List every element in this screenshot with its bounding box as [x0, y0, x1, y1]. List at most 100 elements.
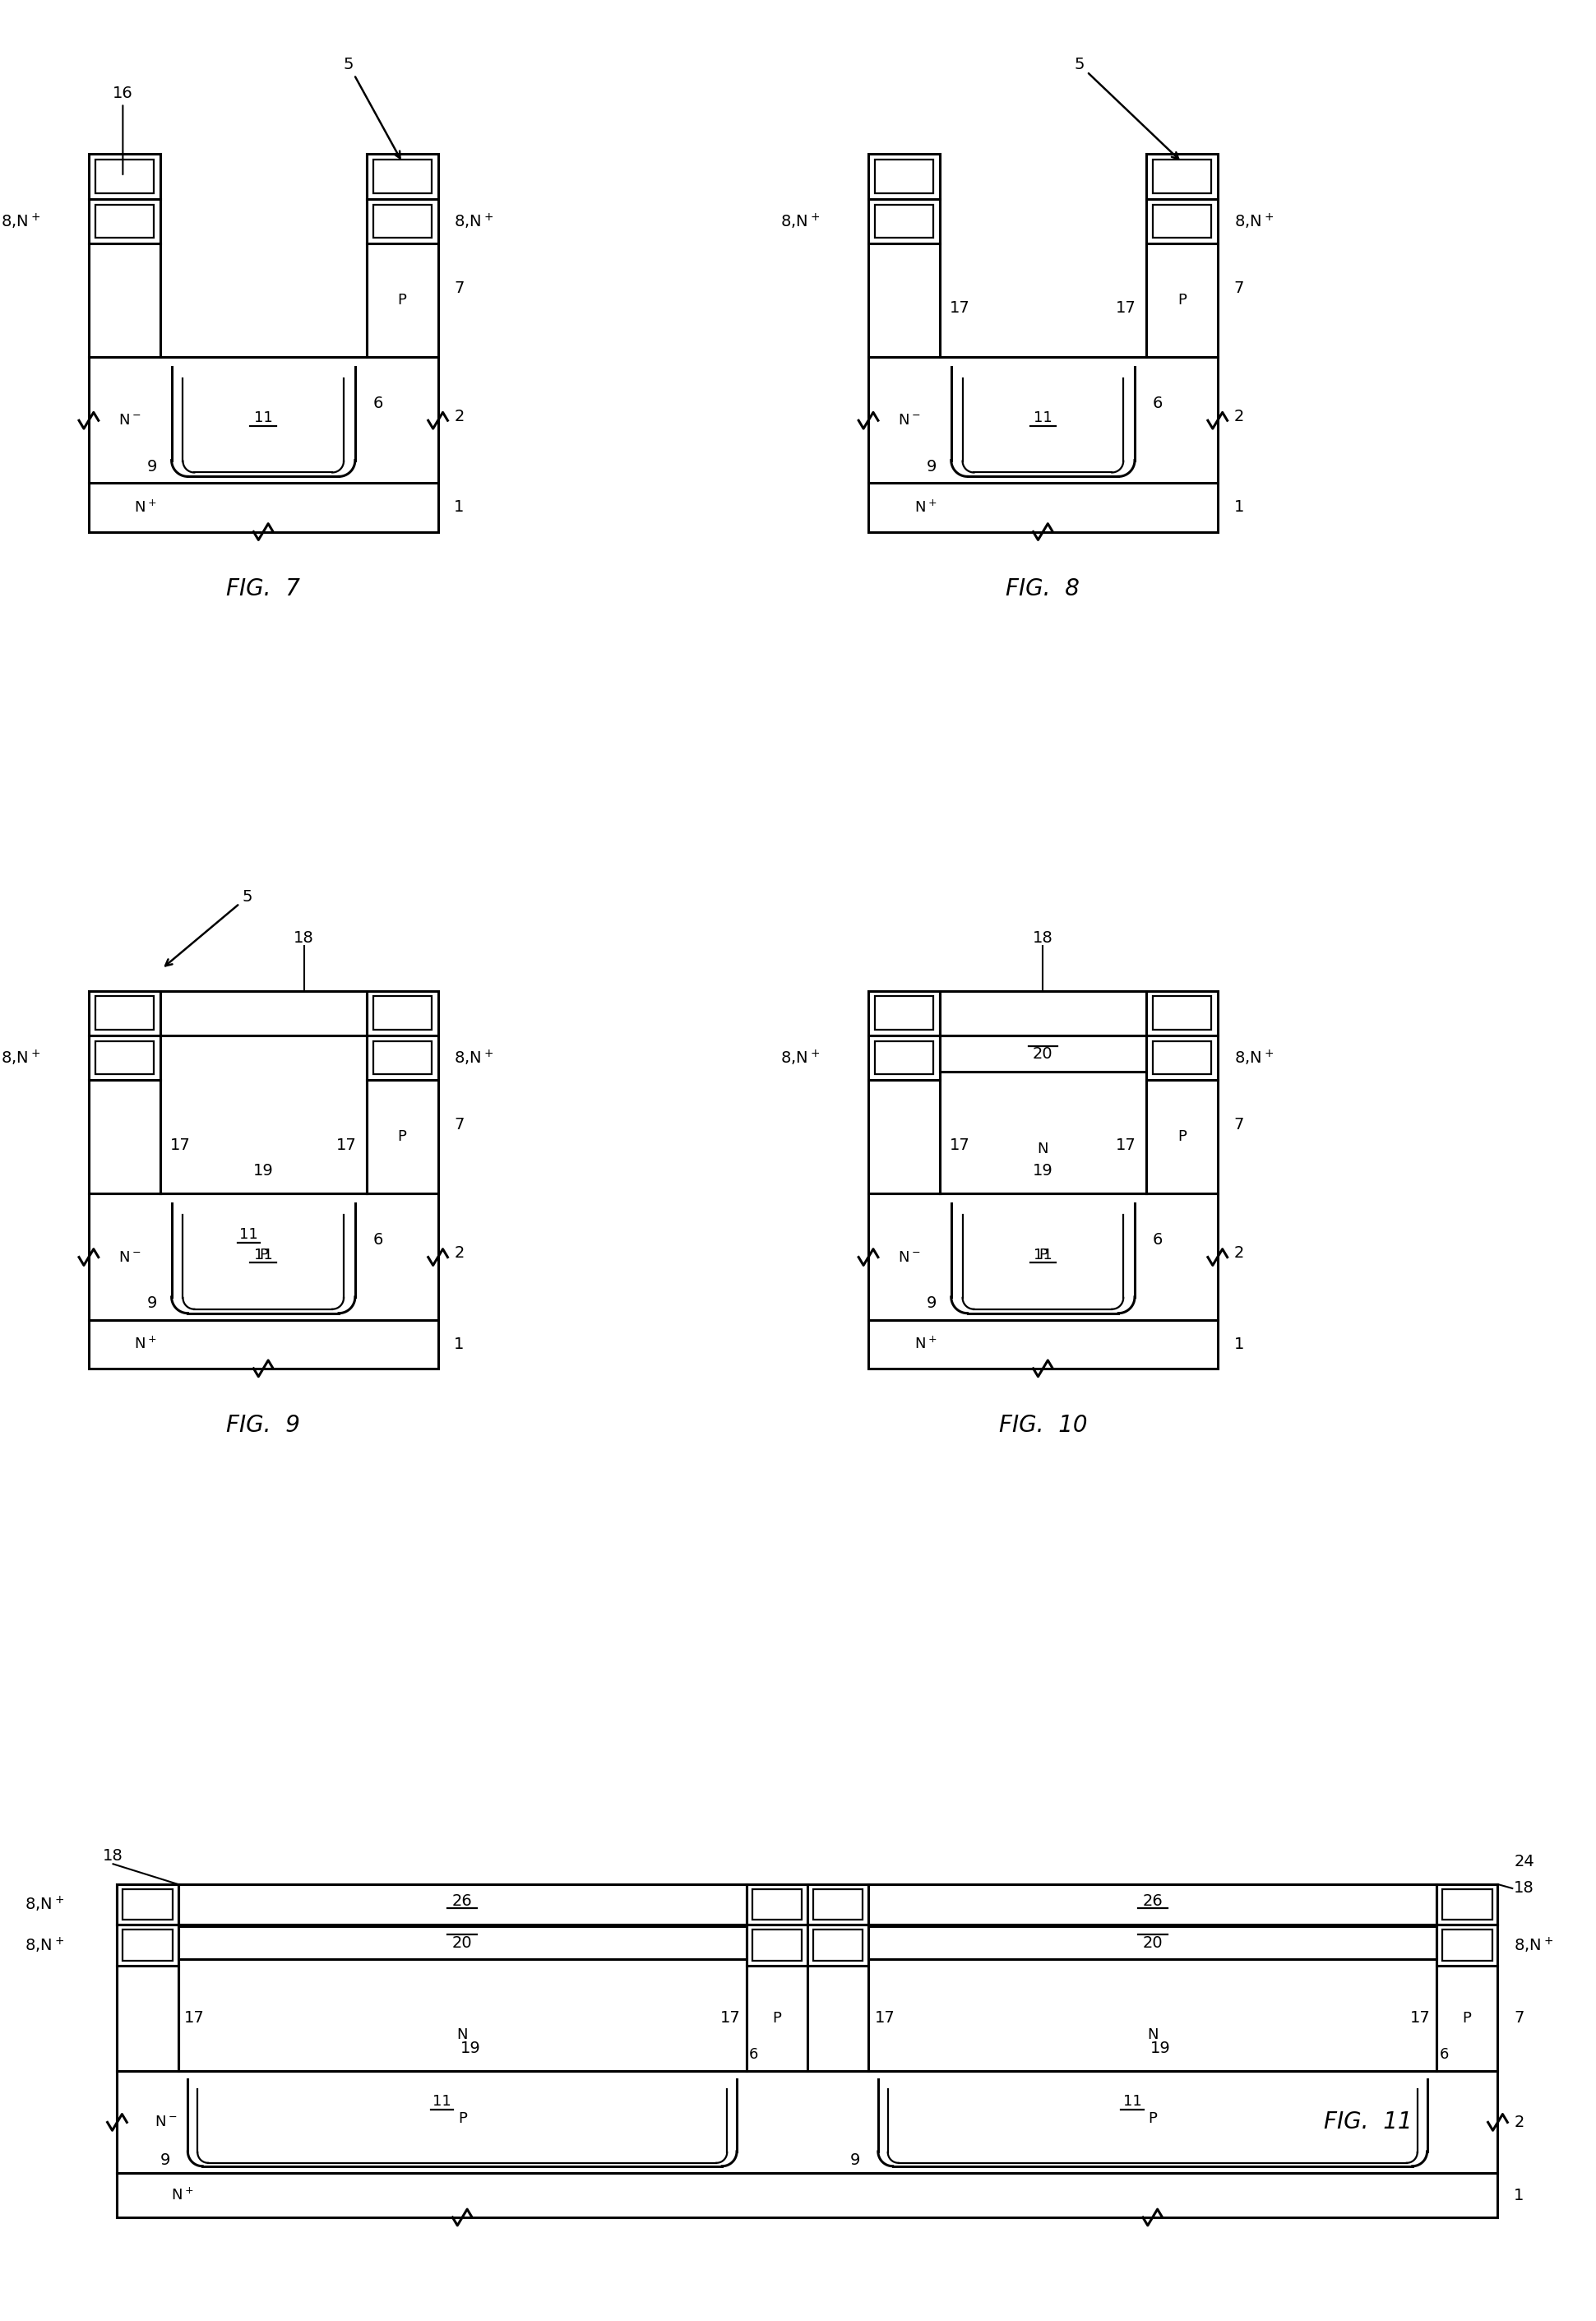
Text: 6: 6 [1440, 2047, 1449, 2063]
Text: 17: 17 [950, 299, 970, 316]
Text: 17: 17 [720, 2010, 741, 2026]
Text: 18: 18 [1033, 931, 1053, 945]
Text: 18: 18 [294, 931, 314, 945]
Bar [868, 153, 940, 357]
Bar [117, 1885, 179, 2070]
Bar [117, 1885, 1497, 2217]
Bar [123, 1929, 172, 1961]
Text: 17: 17 [337, 1137, 356, 1154]
Text: 17: 17 [1411, 2010, 1430, 2026]
Bar [373, 160, 431, 193]
Bar [1146, 153, 1218, 357]
Text: 26: 26 [452, 1894, 472, 1910]
Text: 8,N$^+$: 8,N$^+$ [1234, 1049, 1274, 1068]
Text: 8,N$^+$: 8,N$^+$ [0, 1049, 40, 1068]
Bar [875, 996, 934, 1031]
Text: 19: 19 [254, 1163, 273, 1179]
Text: 17: 17 [184, 2010, 204, 2026]
Text: N$^-$: N$^-$ [897, 1249, 921, 1265]
Text: 11: 11 [1034, 411, 1052, 425]
Text: 11: 11 [1124, 2094, 1141, 2107]
Bar [812, 1929, 863, 1961]
Text: P: P [397, 1130, 407, 1144]
Text: 8,N$^+$: 8,N$^+$ [1515, 1936, 1553, 1954]
Text: P: P [397, 292, 407, 309]
Bar [367, 991, 437, 1193]
Text: 9: 9 [160, 2152, 169, 2168]
Text: N$^-$: N$^-$ [118, 413, 140, 427]
Text: 7: 7 [455, 1116, 464, 1133]
Text: 2: 2 [1515, 2114, 1524, 2131]
Text: P: P [458, 2112, 466, 2126]
Text: FIG.  11: FIG. 11 [1323, 2110, 1412, 2133]
Text: 6: 6 [373, 1232, 383, 1249]
Text: 1: 1 [1234, 499, 1243, 515]
Text: 2: 2 [1234, 408, 1243, 425]
Bar [96, 160, 153, 193]
Text: 17: 17 [950, 1137, 970, 1154]
Bar [89, 483, 437, 532]
Text: FIG.  10: FIG. 10 [999, 1413, 1087, 1437]
Text: 11: 11 [254, 1246, 273, 1263]
Text: N$^+$: N$^+$ [134, 1337, 156, 1353]
Text: 2: 2 [1234, 1246, 1243, 1260]
Text: 11: 11 [433, 2094, 452, 2107]
Text: 16: 16 [113, 86, 132, 174]
Bar [89, 1321, 437, 1369]
Text: 17: 17 [171, 1137, 190, 1154]
Text: 8,N$^+$: 8,N$^+$ [1234, 211, 1274, 232]
Text: P: P [259, 1246, 268, 1263]
Bar [747, 1885, 808, 2070]
Text: N$^+$: N$^+$ [171, 2186, 193, 2203]
Text: 8,N$^+$: 8,N$^+$ [455, 1049, 493, 1068]
Bar [117, 1885, 1497, 1924]
Text: 7: 7 [455, 281, 464, 295]
Text: 8,N$^+$: 8,N$^+$ [26, 1936, 64, 1954]
Bar [89, 991, 160, 1193]
Text: N$^-$: N$^-$ [897, 413, 921, 427]
Text: 6: 6 [749, 2047, 758, 2063]
Bar [940, 991, 1146, 1035]
Bar [812, 1889, 863, 1919]
Text: 20: 20 [1143, 1936, 1163, 1950]
Bar [117, 2172, 1497, 2217]
Bar [752, 1889, 801, 1919]
Bar [89, 357, 437, 483]
Text: N$^-$: N$^-$ [155, 2114, 177, 2131]
Bar [367, 153, 437, 357]
Text: 19: 19 [460, 2040, 480, 2056]
Text: 1: 1 [1234, 1337, 1243, 1351]
Bar [868, 483, 1218, 532]
Text: 9: 9 [851, 2152, 860, 2168]
Bar [1443, 1889, 1492, 1919]
Bar [96, 1042, 153, 1075]
Bar [96, 204, 153, 237]
Bar [940, 1035, 1146, 1072]
Bar [123, 1889, 172, 1919]
Bar [373, 996, 431, 1031]
Text: 11: 11 [239, 1228, 259, 1242]
Bar [868, 1321, 1218, 1369]
Text: 9: 9 [147, 460, 156, 473]
Text: FIG.  9: FIG. 9 [227, 1413, 300, 1437]
Text: 7: 7 [1515, 2010, 1524, 2026]
Text: N$^+$: N$^+$ [915, 499, 937, 515]
Bar [1146, 991, 1218, 1193]
Bar [868, 1926, 1436, 1959]
Text: 24: 24 [1515, 1854, 1534, 1868]
Text: 1: 1 [1515, 2189, 1524, 2203]
Bar [1443, 1929, 1492, 1961]
Text: 20: 20 [452, 1936, 472, 1950]
Text: 8,N$^+$: 8,N$^+$ [780, 1049, 820, 1068]
Bar [868, 991, 940, 1193]
Text: P: P [1178, 1130, 1186, 1144]
Text: 2: 2 [455, 408, 464, 425]
Text: 5: 5 [343, 58, 401, 158]
Text: 6: 6 [373, 395, 383, 411]
Bar [89, 1193, 437, 1321]
Bar [868, 1885, 1436, 1924]
Bar [868, 357, 1218, 483]
Bar [752, 1929, 801, 1961]
Text: 11: 11 [1034, 1246, 1052, 1263]
Text: 11: 11 [254, 411, 273, 425]
